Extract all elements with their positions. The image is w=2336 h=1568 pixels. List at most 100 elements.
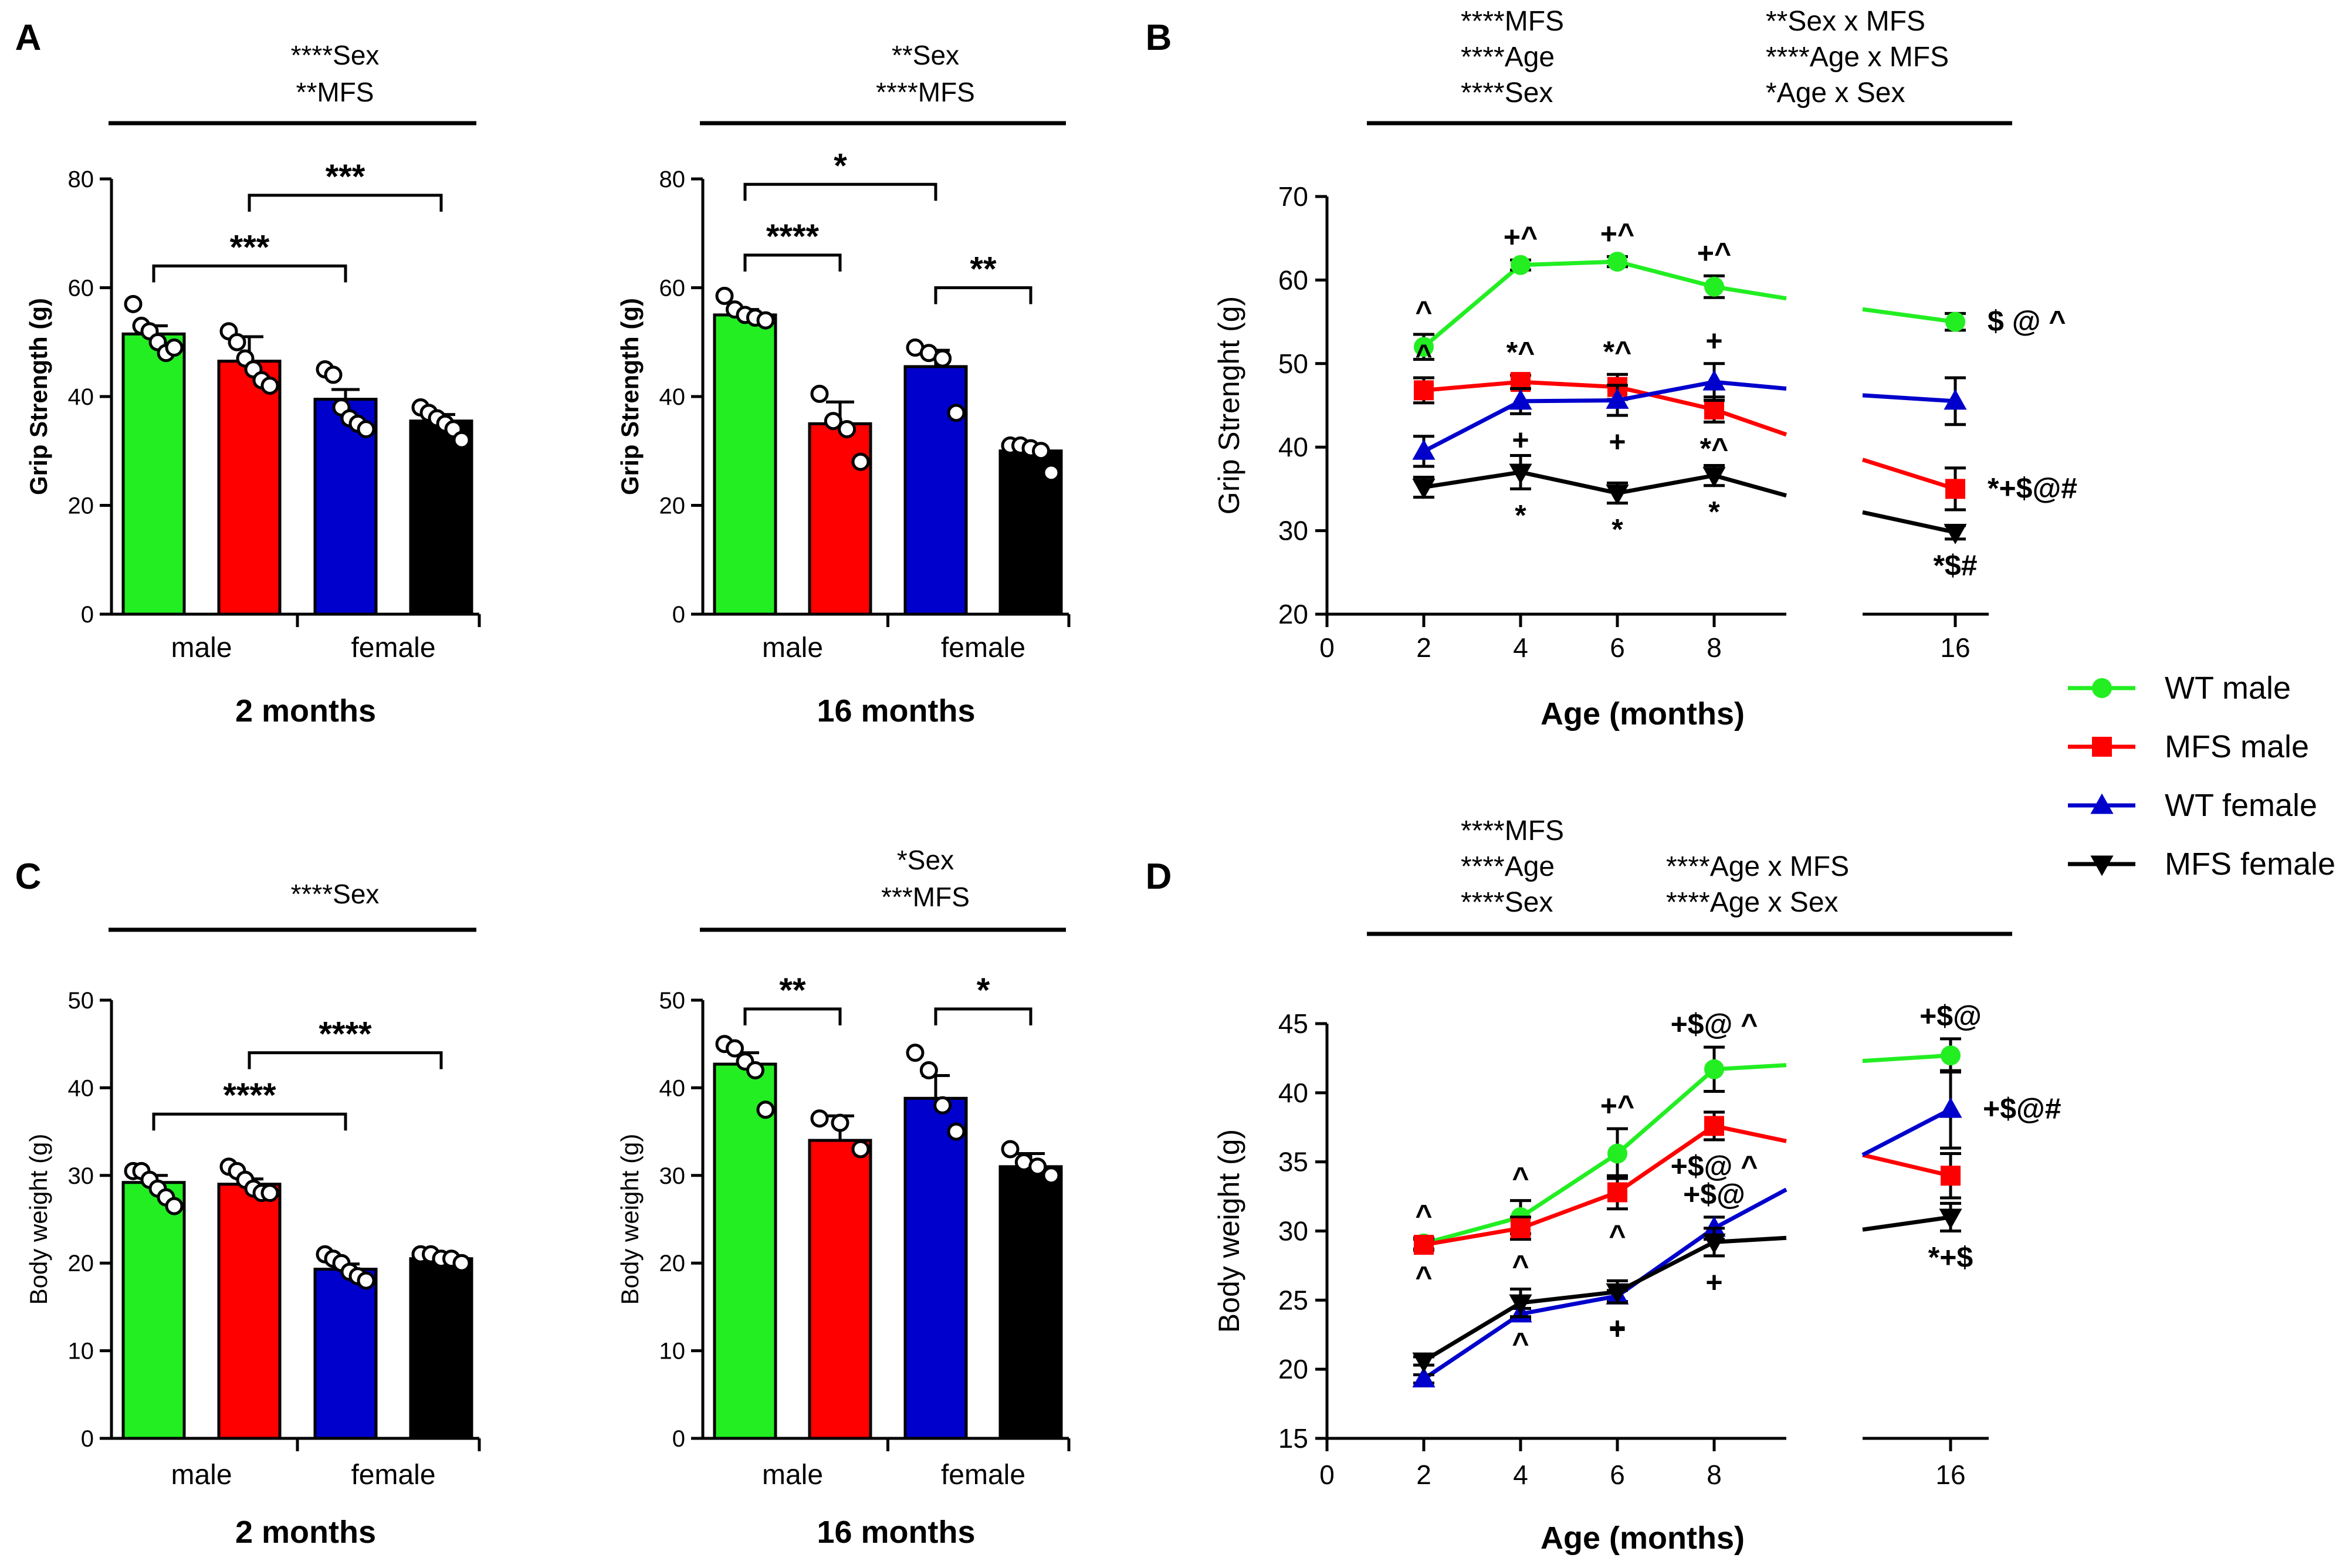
bar-mfs-female [409,419,473,616]
stats-label: ****Age [1461,42,1555,73]
y-tick-label: 20 [68,493,94,519]
series-line-right [1862,1153,1951,1178]
y-tick-label: 40 [68,1075,94,1101]
stats-label: ****Age x MFS [1766,42,1949,73]
significance-annotation: + [1705,1266,1722,1299]
y-tick-label: 0 [81,1426,94,1452]
series-marker [1944,523,1967,544]
significance-bracket [152,264,347,283]
significance-annotation: +^ [1600,1089,1634,1122]
x-group-label: female [941,632,1025,663]
y-axis-label: Grip Strength (g) [25,298,52,495]
series-marker [1412,1367,1436,1388]
data-point [810,1109,829,1128]
x-tick-label: 16 [1935,1459,1965,1490]
series-marker [1941,1166,1961,1186]
series-marker [1511,255,1531,275]
significance-label: **** [766,218,820,256]
bar-mfs-male [808,422,872,616]
significance-annotation: * [1611,513,1623,546]
data-point [810,384,829,403]
stats-label: *Age x Sex [1766,77,1905,109]
data-point [1028,1157,1047,1176]
bar-mfs-male [808,1139,872,1440]
y-tick-label: 40 [1278,1078,1308,1108]
significance-label: *** [326,158,365,196]
significance-label: **** [223,1076,276,1115]
bar-wt-female [903,365,968,616]
significance-bracket [934,286,1032,304]
legend-marker [2090,855,2114,876]
data-point [165,338,184,357]
legend-marker [2092,678,2112,698]
x-group-label: male [762,632,823,663]
y-tick-label: 25 [1278,1285,1308,1315]
significance-bracket [743,1007,842,1025]
series-marker [1412,1352,1436,1373]
data-point [357,420,375,439]
series-marker [1414,380,1434,401]
significance-bracket [248,1051,443,1069]
series-marker [1412,479,1436,499]
y-tick-label: 60 [1278,265,1308,295]
series-marker [1414,337,1434,357]
data-point [906,1044,925,1062]
stats-label: ****MFS [1461,815,1564,846]
panel-letter-b: B [1146,18,1172,58]
data-point [851,452,870,471]
y-tick-label: 20 [1278,1354,1308,1384]
significance-annotation: *+$ [1928,1241,1973,1274]
series-marker [1607,1182,1627,1203]
significance-annotation: *^ [1506,336,1535,369]
x-tick-label: 6 [1610,1459,1625,1490]
series-marker [1702,1233,1726,1254]
series-line [1423,470,1787,498]
significance-annotation: +^ [1697,236,1731,269]
series-marker [1606,485,1629,505]
bar-mfs-female [409,1257,473,1440]
series-line-right [1862,393,1956,404]
y-axis-label: Grip Strength (g) [616,298,644,495]
data-point [1032,442,1050,460]
data-point [1001,1140,1020,1159]
series-marker [1607,252,1627,272]
significance-annotation: ^ [1415,295,1432,328]
significance-label: * [834,147,847,185]
series-line [1423,1187,1787,1381]
series-line-right [1862,510,1956,534]
data-point [947,1122,966,1141]
bar-mfs-female [998,1165,1063,1440]
stats-label: ****MFS [876,77,975,107]
legend-label: WT male [2165,670,2291,706]
chart-subtitle: 2 months [235,1515,376,1550]
data-point [919,1061,938,1080]
significance-label: ** [970,250,997,289]
series-marker [1702,467,1726,488]
data-point [452,431,471,449]
bar-chart-2: ****Sex 0 10 20 30 40 50 Body weight (g) male fem… [25,879,481,1550]
data-point [933,349,952,368]
significance-annotation: + [1609,1312,1626,1345]
series-marker [1511,1218,1531,1238]
significance-annotation: + [1609,1313,1626,1346]
x-tick-label: 8 [1707,1459,1722,1490]
panel-letter-d: D [1146,856,1172,897]
y-axis-label: Body weight (g) [616,1134,644,1305]
y-tick-label: 15 [1278,1423,1308,1454]
stats-label: ****Sex [291,40,380,70]
significance-annotation: ^ [1415,1198,1432,1231]
series-marker [1704,1116,1724,1136]
data-point [947,404,966,422]
y-tick-label: 0 [672,602,685,628]
significance-annotation: +^ [1600,218,1634,250]
legend-marker [2090,793,2114,814]
y-axis-label: Grip Strenght (g) [1213,296,1245,514]
y-tick-label: 20 [68,1251,94,1276]
data-point [838,420,856,439]
data-point [452,1254,471,1272]
legend-item-mfs-female: MFS female [2068,846,2335,882]
stats-label: **Sex [892,40,959,70]
x-tick-label: 4 [1513,632,1528,663]
series-marker [1509,463,1532,485]
legend-label: MFS female [2165,846,2335,882]
